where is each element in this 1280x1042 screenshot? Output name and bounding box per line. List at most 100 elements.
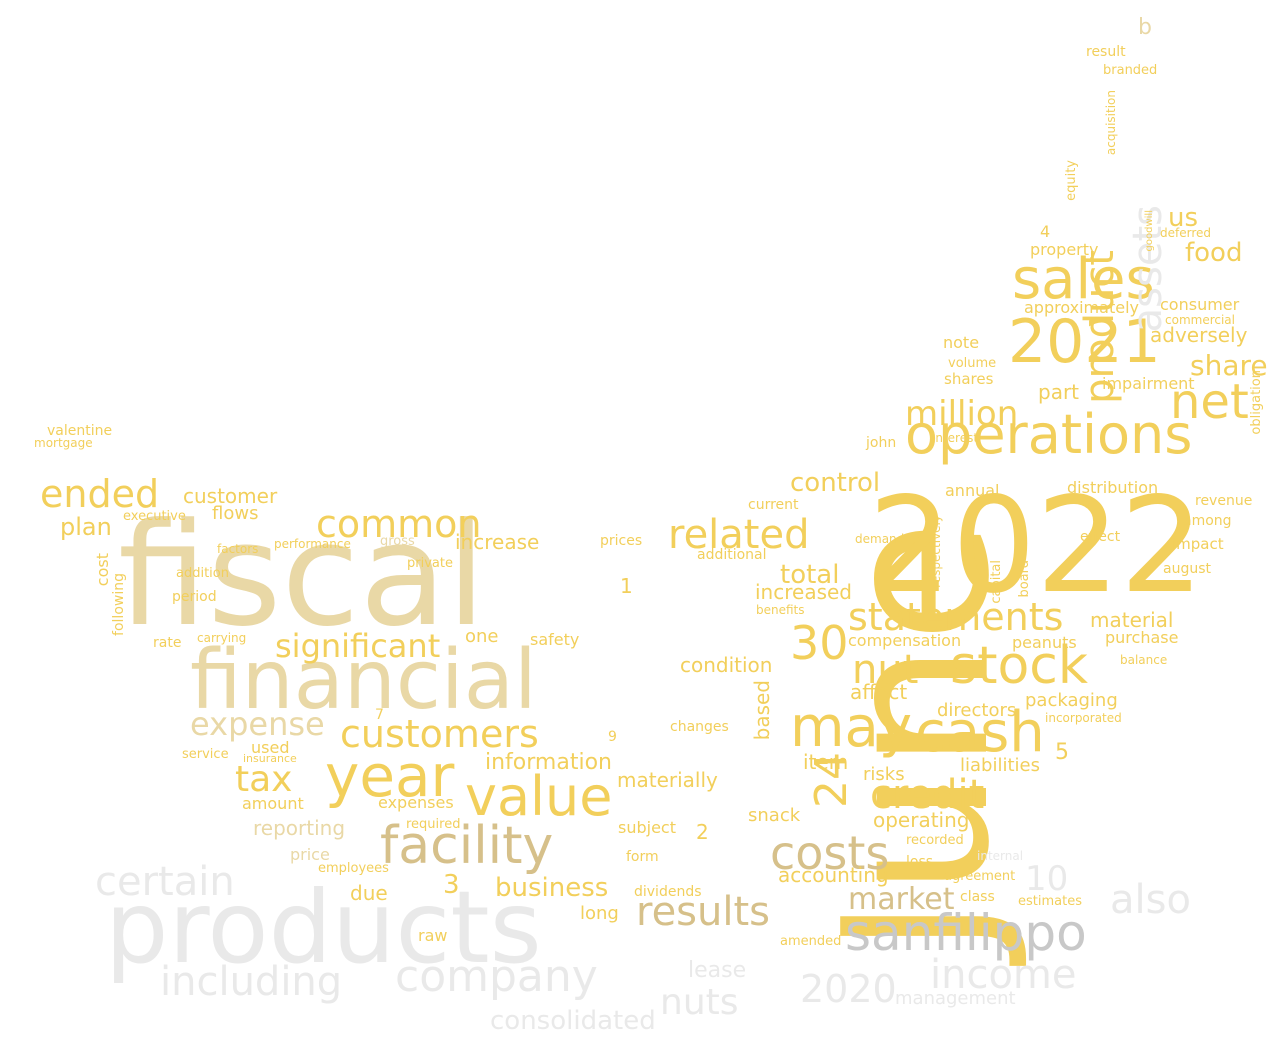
- word-factors: factors: [217, 542, 259, 556]
- word-also: also: [1110, 877, 1191, 923]
- word-packaging: packaging: [1025, 690, 1118, 711]
- word-statements: statements: [848, 595, 1064, 639]
- word-rate: rate: [153, 635, 182, 651]
- word-2020: 2020: [800, 967, 897, 1011]
- word-30: 30: [790, 616, 849, 670]
- word-5: 5: [1055, 740, 1069, 765]
- word-distribution: distribution: [1067, 478, 1159, 497]
- word-related: related: [668, 512, 810, 558]
- word-4: 4: [1040, 222, 1051, 241]
- word-customer: customer: [183, 484, 278, 508]
- word-peanuts: peanuts: [1012, 633, 1077, 652]
- word-1: 1: [620, 574, 633, 598]
- word-2022: 2022: [868, 469, 1204, 623]
- word-net: net: [1170, 374, 1249, 430]
- word-snack: snack: [748, 805, 801, 826]
- word-nut: nut: [852, 647, 919, 693]
- word-facility: facility: [380, 816, 554, 876]
- word-loss: loss: [906, 854, 934, 870]
- word-condition: condition: [680, 653, 773, 677]
- word-information: information: [485, 750, 612, 775]
- word-expense: expense: [190, 705, 325, 743]
- word-flows: flows: [212, 503, 259, 524]
- word-materially: materially: [617, 768, 718, 792]
- word-insurance: insurance: [243, 752, 297, 765]
- word-7: 7: [375, 707, 384, 723]
- word-income: income: [930, 952, 1077, 998]
- word-million: million: [905, 394, 1019, 434]
- word-shares: shares: [944, 370, 994, 388]
- word-nuts: nuts: [660, 982, 739, 1023]
- word-private: private: [407, 556, 453, 571]
- word-material: material: [1090, 608, 1174, 632]
- word-expenses: expenses: [378, 793, 454, 812]
- word-raw: raw: [418, 926, 448, 945]
- word-total: total: [780, 560, 840, 590]
- word-valentine: valentine: [47, 423, 113, 439]
- word-affect: affect: [850, 680, 908, 704]
- word-costs: costs: [770, 826, 890, 880]
- word-value: value: [465, 765, 613, 828]
- word-volume: volume: [948, 356, 997, 371]
- word-commercial: commercial: [1165, 313, 1235, 327]
- word-increased: increased: [755, 580, 852, 604]
- word-common: common: [316, 502, 482, 546]
- word-annual: annual: [945, 481, 1000, 500]
- word-obligation: obligation: [1249, 370, 1264, 435]
- word-interest: interest: [932, 431, 979, 445]
- word-among: among: [1183, 513, 1232, 529]
- word-period: period: [172, 589, 217, 605]
- word-consumer: consumer: [1160, 295, 1240, 314]
- word-including: including: [160, 959, 343, 1005]
- word-adversely: adversely: [1150, 323, 1248, 347]
- word-business: business: [495, 873, 609, 903]
- word-management: management: [895, 988, 1016, 1009]
- word-deferred: deferred: [1160, 226, 1211, 240]
- word-certain: certain: [95, 859, 235, 905]
- word-results: results: [636, 889, 771, 935]
- word-incorporated: incorporated: [1045, 711, 1122, 725]
- word-reporting: reporting: [253, 816, 346, 840]
- word-branded: branded: [1103, 63, 1158, 78]
- word-property: property: [1030, 240, 1099, 259]
- word-item: item: [803, 750, 849, 774]
- word-current: current: [748, 497, 799, 513]
- word-impairment: impairment: [1102, 374, 1195, 393]
- word-stock: stock: [950, 636, 1088, 696]
- word-lease: lease: [688, 958, 747, 983]
- word-significant: significant: [275, 627, 441, 665]
- word-revenue: revenue: [1195, 493, 1253, 509]
- word-year: year: [325, 742, 455, 810]
- word-directors: directors: [937, 700, 1017, 721]
- word-prices: prices: [600, 533, 643, 549]
- word-2: 2: [696, 820, 709, 844]
- word-additional: additional: [697, 547, 767, 563]
- word-form: form: [626, 849, 659, 865]
- word-one: one: [465, 626, 499, 647]
- word-demand: demand: [855, 532, 905, 546]
- word-recorded: recorded: [906, 833, 964, 848]
- word-may: may: [790, 695, 913, 760]
- word-fiscal: fiscal: [118, 493, 486, 658]
- word-respectively: respectively: [929, 515, 943, 588]
- word-changes: changes: [670, 719, 729, 735]
- word-increase: increase: [455, 530, 540, 554]
- word-approximately: approximately: [1024, 298, 1139, 317]
- word-used: used: [251, 738, 290, 757]
- word-balance: balance: [1120, 653, 1168, 667]
- word-ended: ended: [40, 472, 160, 516]
- word-price: price: [290, 845, 330, 864]
- word-liabilities: liabilities: [960, 755, 1040, 776]
- word-subject: subject: [618, 818, 676, 837]
- word-3: 3: [443, 870, 460, 900]
- word-risks: risks: [863, 764, 905, 785]
- word-required: required: [406, 817, 461, 832]
- word-dividends: dividends: [634, 884, 702, 900]
- word-acquisition: acquisition: [1104, 90, 1118, 156]
- word-operations: operations: [905, 403, 1193, 466]
- word-addition: addition: [176, 566, 229, 581]
- word-purchase: purchase: [1105, 628, 1179, 647]
- word-gross: gross: [380, 534, 415, 549]
- word-based: based: [750, 680, 774, 741]
